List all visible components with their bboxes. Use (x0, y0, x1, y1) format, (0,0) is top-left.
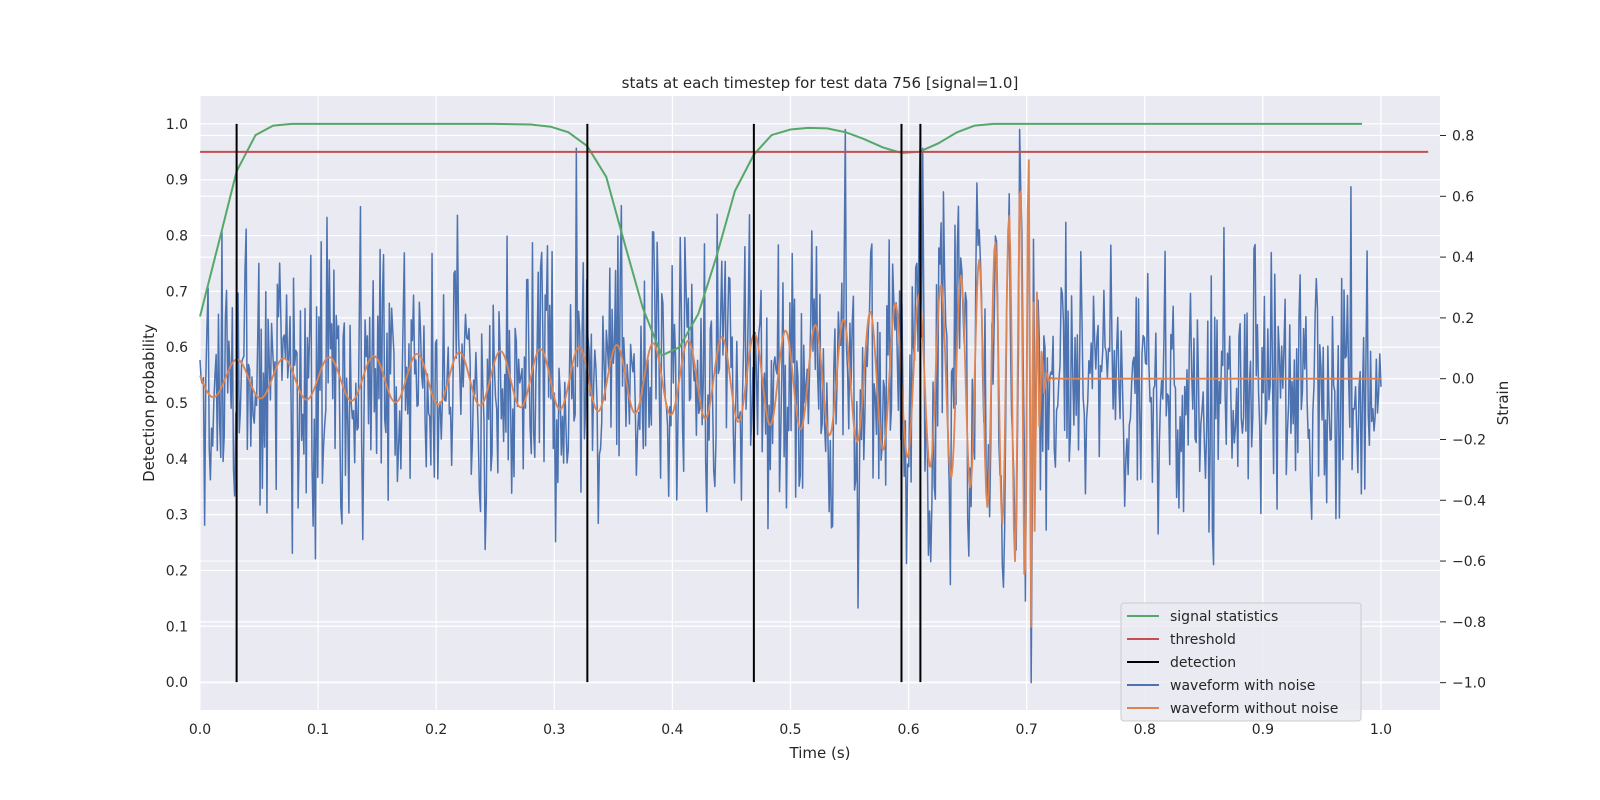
y-tick-label: 0.3 (166, 508, 188, 524)
x-axis-ticks: 0.0 0.1 0.2 0.3 0.4 0.5 0.6 0.7 0.8 0.9 1.0 (189, 722, 1392, 738)
y-tick-label: 0.1 (166, 619, 188, 635)
series-signal-statistics (199, 122, 1363, 357)
y2-tick-label: −0.8 (1452, 615, 1486, 631)
x-tick-label: 0.2 (425, 722, 447, 738)
x-tick-label: 1.0 (1370, 722, 1392, 738)
legend-label-waveform-with-noise: waveform with noise (1170, 678, 1315, 694)
y-tick-label: 0.4 (166, 452, 188, 468)
series-waveform-with-noise (199, 128, 1382, 684)
y-tick-label: 1.0 (166, 117, 188, 133)
y2-tick-label: −1.0 (1452, 676, 1486, 692)
y2-tick-label: −0.6 (1452, 554, 1486, 570)
x-tick-label: 0.4 (661, 722, 683, 738)
y2-tick-label: 0.6 (1452, 189, 1474, 205)
y2-tick-label: −0.4 (1452, 493, 1486, 509)
legend-label-threshold: threshold (1170, 632, 1236, 648)
legend-label-detection: detection (1170, 655, 1236, 671)
y-tick-label: 0.9 (166, 173, 188, 189)
y-tick-label: 0.5 (166, 396, 188, 412)
chart-title: stats at each timestep for test data 756… (622, 74, 1019, 92)
legend-label-waveform-without-noise: waveform without noise (1170, 701, 1338, 717)
series-waveform-without-noise (199, 159, 1381, 628)
x-tick-label: 0.3 (543, 722, 565, 738)
y2-tick-label: 0.8 (1452, 129, 1474, 145)
y2-tick-label: 0.0 (1452, 372, 1474, 388)
x-tick-label: 0.8 (1134, 722, 1156, 738)
y-tick-label: 0.2 (166, 563, 188, 579)
legend-label-signal-statistics: signal statistics (1170, 609, 1278, 625)
y-tick-label: 0.7 (166, 284, 188, 300)
y2-tick-label: 0.4 (1452, 250, 1474, 266)
x-tick-label: 0.5 (779, 722, 801, 738)
x-tick-label: 0.7 (1016, 722, 1038, 738)
x-axis-label: Time (s) (789, 744, 851, 762)
x-tick-label: 0.0 (189, 722, 211, 738)
y-tick-label: 0.0 (166, 675, 188, 691)
y-tick-label: 0.6 (166, 340, 188, 356)
legend-box (1120, 602, 1362, 722)
y2-tick-label: 0.2 (1452, 311, 1474, 327)
x-tick-label: 0.9 (1252, 722, 1274, 738)
y-tick-label: 0.8 (166, 229, 188, 245)
signal-statistics-line (199, 122, 1363, 357)
waveform-with-noise-line (199, 128, 1382, 684)
x-tick-label: 0.1 (307, 722, 329, 738)
y-axis-label: Detection probability (140, 324, 158, 482)
series-detection (235, 123, 922, 683)
legend: signal statistics threshold detection wa… (1120, 602, 1362, 722)
y-axis-ticks: 0.0 0.1 0.2 0.3 0.4 0.5 0.6 0.7 0.8 0.9 1.0 (166, 117, 188, 691)
x-tick-label: 0.6 (897, 722, 919, 738)
y2-axis-ticks: −1.0 −0.8 −0.6 −0.4 −0.2 0.0 0.2 0.4 0.6 0.8 (1440, 129, 1486, 692)
waveform-without-noise-line (199, 159, 1381, 628)
y2-tick-label: −0.2 (1452, 432, 1486, 448)
y2-axis-label: Strain (1494, 381, 1512, 425)
